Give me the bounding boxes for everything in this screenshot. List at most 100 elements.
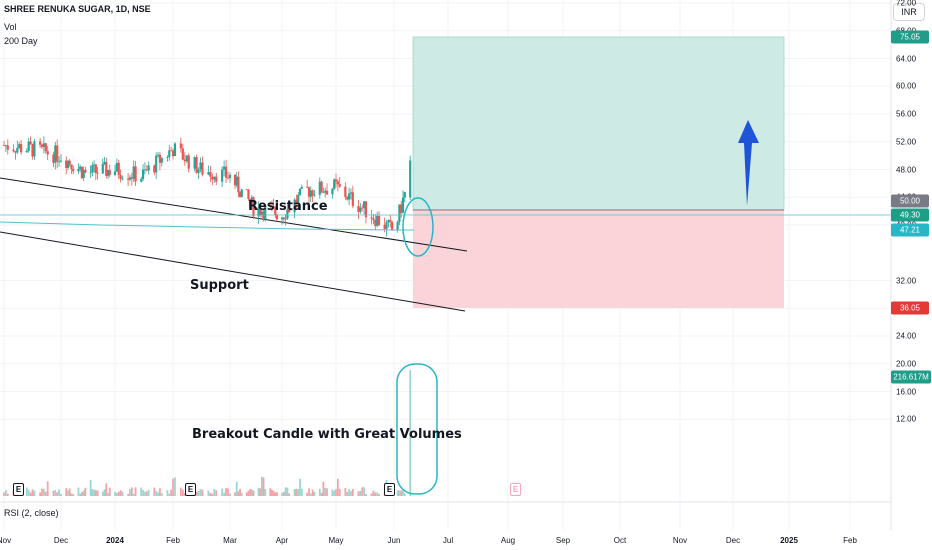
candle	[105, 157, 108, 179]
candle	[377, 211, 381, 226]
candle	[320, 180, 323, 194]
volume-bar	[174, 477, 176, 496]
volume-bar	[365, 494, 367, 496]
candle-body	[106, 170, 110, 176]
candle-body	[134, 166, 137, 182]
candle-body	[262, 211, 265, 220]
price-tick-label: 24.00	[896, 331, 917, 341]
candle	[14, 150, 17, 160]
candle-body	[307, 187, 311, 197]
candle	[387, 219, 390, 228]
candle	[68, 158, 71, 167]
volume-bar	[155, 491, 158, 496]
volume-bar	[197, 490, 200, 496]
volume-bar	[25, 487, 28, 496]
currency-button[interactable]: INR	[893, 3, 925, 21]
volume-bar	[221, 488, 224, 496]
candle	[197, 167, 200, 180]
volume-bar	[170, 489, 173, 496]
candle	[403, 191, 406, 203]
up-arrow	[738, 120, 759, 206]
candle-body	[173, 143, 177, 157]
candlesticks	[2, 136, 412, 237]
candle	[121, 175, 124, 181]
candle	[153, 164, 156, 176]
candle-body	[207, 172, 210, 175]
candle	[249, 198, 252, 208]
candle-body	[115, 162, 118, 172]
candle	[370, 210, 373, 225]
earnings-badge[interactable]: E	[13, 483, 24, 496]
candle-body	[171, 150, 175, 157]
candle	[115, 158, 118, 173]
candle	[280, 216, 284, 225]
volume-bar	[79, 493, 82, 496]
candle-body	[297, 194, 300, 204]
volume-bar	[157, 492, 159, 496]
upcoming-earnings-badge[interactable]: E	[510, 483, 521, 496]
volume-bar	[260, 476, 263, 496]
candle-body	[140, 179, 143, 182]
rsi-legend[interactable]: RSI (2, close)	[4, 508, 59, 518]
candle	[240, 189, 243, 198]
volume-bar	[252, 490, 255, 496]
volume-bar	[132, 493, 135, 496]
candle	[199, 157, 202, 173]
volume-bar	[288, 493, 291, 496]
volume-bar	[166, 490, 169, 496]
candle	[179, 137, 182, 153]
candle-body	[128, 177, 132, 180]
candle	[101, 158, 104, 174]
candle-body	[260, 211, 263, 216]
candle	[56, 139, 59, 169]
ma-legend[interactable]: 200 Day	[4, 36, 38, 46]
volume-bar	[322, 481, 325, 496]
price-tick-label: 48.00	[896, 165, 917, 174]
candle-body	[211, 176, 214, 180]
volume-legend[interactable]: Vol	[4, 22, 17, 32]
volume-bar	[108, 487, 111, 496]
volume-bar	[350, 491, 352, 496]
candle	[156, 152, 160, 158]
candle-body	[309, 190, 312, 197]
volume-bar	[211, 493, 214, 496]
volume-bar	[117, 491, 120, 496]
candle	[237, 171, 240, 198]
candle-body	[160, 157, 163, 163]
volume-bar	[309, 493, 312, 496]
volume-bar	[168, 493, 171, 496]
candle	[126, 173, 130, 187]
candle-body	[2, 145, 6, 147]
volume-bar	[264, 489, 267, 496]
candle-body	[126, 178, 130, 180]
candle	[33, 138, 36, 160]
volume-bar	[300, 488, 303, 496]
volume-bar	[121, 491, 124, 496]
support-trendline	[0, 231, 466, 312]
candle-body	[155, 155, 158, 173]
candle	[147, 161, 150, 175]
time-tick-label: 2024	[106, 536, 124, 545]
candle-body	[117, 162, 120, 175]
volume-bar	[324, 487, 327, 496]
volume-bar	[282, 491, 285, 496]
volume-bar	[129, 488, 131, 496]
candle	[119, 169, 122, 183]
volume-bar	[351, 489, 354, 496]
volume-bar	[262, 477, 265, 496]
time-tick-label: Jul	[442, 536, 454, 545]
candle-body	[300, 186, 303, 189]
earnings-badge[interactable]: E	[185, 483, 196, 496]
volume-bar	[93, 489, 95, 496]
volume-bar	[313, 491, 316, 496]
earnings-badge[interactable]: E	[384, 483, 395, 496]
volume-bar	[403, 493, 406, 496]
time-tick-label: Jun	[387, 536, 401, 545]
candle-body	[92, 164, 96, 166]
volume-bar	[299, 478, 301, 496]
candle-body	[121, 178, 124, 180]
volume-bar	[70, 493, 73, 496]
candle	[166, 155, 169, 162]
candle	[117, 159, 120, 179]
